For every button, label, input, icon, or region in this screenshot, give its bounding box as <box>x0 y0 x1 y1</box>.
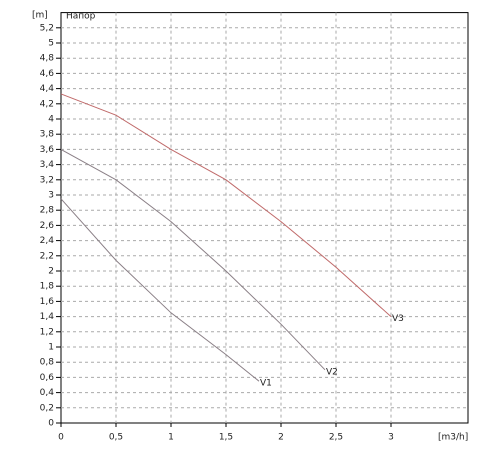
y-tick-label: 3,8 <box>40 130 55 140</box>
y-tick-label: 0 <box>48 419 54 429</box>
y-tick-label: 1,8 <box>40 282 55 292</box>
x-tick-label: 2,5 <box>329 433 343 443</box>
x-axis-label: [m3/h] <box>438 433 468 443</box>
y-tick-label: 4,4 <box>40 84 55 94</box>
chart-title: Напор <box>66 12 96 22</box>
curve <box>60 148 326 371</box>
y-tick-label: 5 <box>48 39 54 49</box>
y-tick-label: 1,6 <box>40 297 55 307</box>
y-tick-label: 3 <box>48 191 54 201</box>
y-tick-label: 2 <box>48 267 54 277</box>
y-tick-label: 1,4 <box>40 312 55 322</box>
y-tick-label: 2,2 <box>40 251 54 261</box>
y-tick-label: 3,4 <box>40 160 55 170</box>
series-label: V3 <box>392 314 404 324</box>
y-tick-label: 5,2 <box>40 23 54 33</box>
y-tick-label: 4,8 <box>40 54 55 64</box>
curve <box>60 93 392 317</box>
y-tick-label: 4,2 <box>40 99 54 109</box>
y-tick-label: 4,6 <box>40 69 55 79</box>
x-tick-label: 1 <box>168 433 174 443</box>
y-tick-label: 1,2 <box>40 327 54 337</box>
plot-frame <box>60 12 469 424</box>
x-tick-label: 1,5 <box>219 433 233 443</box>
y-tick-label: 1 <box>48 343 54 353</box>
series-label: V2 <box>326 367 338 377</box>
x-tick-label: 3 <box>388 433 394 443</box>
y-tick-label: 4 <box>48 115 54 125</box>
y-tick-label: 0,2 <box>40 403 54 413</box>
x-tick-label: 0 <box>58 433 64 443</box>
y-tick-label: 2,4 <box>40 236 55 246</box>
y-tick-label: 0,6 <box>40 373 55 383</box>
series-label: V1 <box>260 379 272 389</box>
y-tick-label: 2,6 <box>40 221 55 231</box>
x-tick-label: 0,5 <box>109 433 123 443</box>
y-tick-label: 3,6 <box>40 145 55 155</box>
x-tick-label: 2 <box>278 433 284 443</box>
y-tick-label: 2,8 <box>40 206 55 216</box>
curve <box>60 198 260 382</box>
y-tick-label: 0,8 <box>40 358 55 368</box>
y-tick-label: 3,2 <box>40 175 54 185</box>
y-axis-label: [m] <box>32 11 48 21</box>
y-tick-label: 0,4 <box>40 388 55 398</box>
